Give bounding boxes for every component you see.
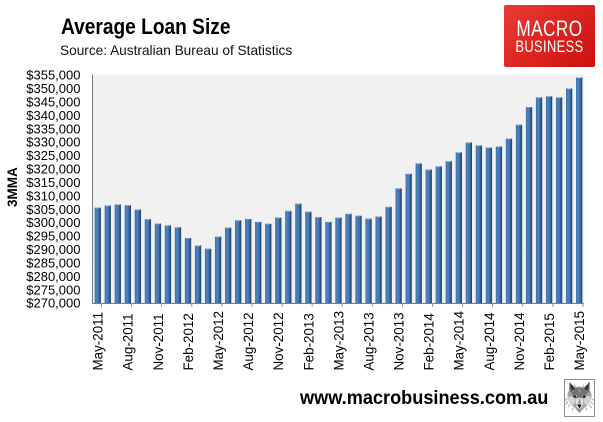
svg-text:Feb-2013: Feb-2013 <box>301 313 316 370</box>
svg-text:Nov-2014: Nov-2014 <box>512 312 527 371</box>
svg-text:$275,000: $275,000 <box>26 282 80 297</box>
svg-text:May-2011: May-2011 <box>91 312 106 371</box>
svg-text:Feb-2012: Feb-2012 <box>181 313 196 370</box>
svg-text:Aug-2013: Aug-2013 <box>361 312 376 370</box>
svg-text:$330,000: $330,000 <box>26 135 80 150</box>
svg-text:Aug-2014: Aug-2014 <box>482 312 497 371</box>
svg-text:$280,000: $280,000 <box>26 269 80 284</box>
svg-text:$340,000: $340,000 <box>26 108 80 123</box>
svg-text:$345,000: $345,000 <box>26 94 80 109</box>
svg-text:$270,000: $270,000 <box>26 296 80 311</box>
svg-text:May-2015: May-2015 <box>572 311 587 371</box>
svg-text:$350,000: $350,000 <box>26 81 80 96</box>
svg-text:$295,000: $295,000 <box>26 229 80 244</box>
svg-text:Nov-2011: Nov-2011 <box>151 313 166 370</box>
svg-text:May-2014: May-2014 <box>452 310 467 370</box>
svg-text:$315,000: $315,000 <box>26 175 80 190</box>
svg-text:Nov-2013: Nov-2013 <box>392 312 407 370</box>
svg-text:$290,000: $290,000 <box>26 242 80 257</box>
svg-text:May-2012: May-2012 <box>211 311 226 371</box>
svg-text:3MMA: 3MMA <box>5 167 20 207</box>
svg-text:Aug-2012: Aug-2012 <box>241 312 256 370</box>
svg-text:May-2013: May-2013 <box>331 311 346 371</box>
svg-text:Feb-2015: Feb-2015 <box>542 313 557 370</box>
svg-text:$325,000: $325,000 <box>26 148 80 163</box>
svg-text:$320,000: $320,000 <box>26 162 80 177</box>
svg-text:Nov-2012: Nov-2012 <box>271 312 286 370</box>
svg-text:$310,000: $310,000 <box>26 188 80 203</box>
svg-text:$300,000: $300,000 <box>26 215 80 230</box>
svg-text:$285,000: $285,000 <box>26 255 80 270</box>
svg-text:$305,000: $305,000 <box>26 202 80 217</box>
svg-text:Aug-2011: Aug-2011 <box>121 313 136 370</box>
svg-text:Feb-2014: Feb-2014 <box>422 313 437 371</box>
svg-text:$335,000: $335,000 <box>26 121 80 136</box>
svg-text:$355,000: $355,000 <box>26 68 80 83</box>
